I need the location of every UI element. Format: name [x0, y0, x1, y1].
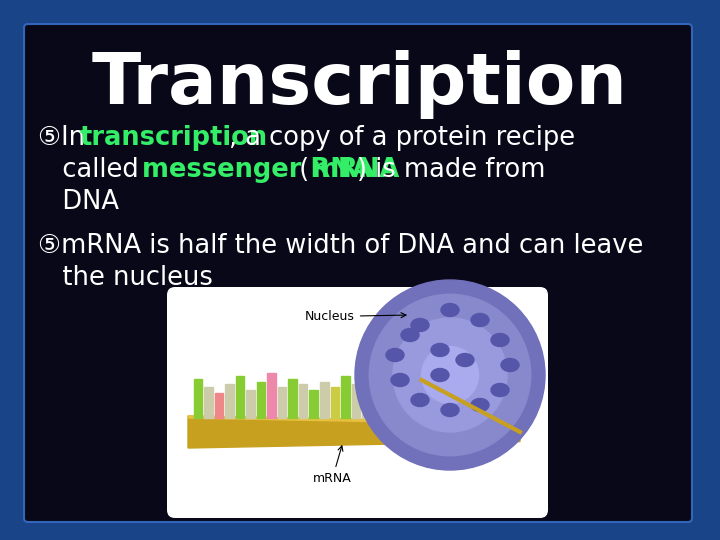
Bar [373, 382, 381, 418]
Ellipse shape [471, 399, 489, 411]
Ellipse shape [431, 368, 449, 381]
Polygon shape [188, 416, 520, 448]
Bar [341, 376, 349, 418]
Bar [194, 379, 202, 418]
Bar [257, 382, 266, 418]
Text: called: called [38, 157, 147, 183]
Ellipse shape [441, 303, 459, 316]
Text: ⑤In: ⑤In [38, 125, 94, 151]
Ellipse shape [491, 334, 509, 347]
Text: , a copy of a protein recipe: , a copy of a protein recipe [228, 125, 575, 151]
Text: mRNA: mRNA [312, 157, 400, 183]
Bar [225, 384, 234, 418]
Text: Nucleus: Nucleus [305, 310, 406, 323]
Bar [415, 390, 423, 418]
Circle shape [369, 294, 531, 456]
Ellipse shape [456, 354, 474, 367]
Text: Transcription: Transcription [92, 50, 628, 119]
Bar [204, 387, 213, 418]
Bar [289, 379, 297, 418]
Ellipse shape [431, 343, 449, 356]
Ellipse shape [411, 319, 429, 332]
Bar [394, 387, 402, 418]
Ellipse shape [471, 314, 489, 327]
Text: the nucleus: the nucleus [38, 265, 213, 291]
Bar [404, 384, 413, 418]
Bar [246, 390, 255, 418]
Bar [215, 393, 223, 418]
Circle shape [355, 280, 545, 470]
FancyBboxPatch shape [167, 287, 548, 518]
Bar [267, 373, 276, 418]
Text: (: ( [291, 157, 309, 183]
Bar [310, 390, 318, 418]
Bar [383, 379, 392, 418]
Ellipse shape [501, 359, 519, 372]
Text: mRNA: mRNA [313, 446, 352, 485]
Polygon shape [188, 416, 520, 424]
Ellipse shape [411, 394, 429, 407]
Bar [320, 382, 328, 418]
FancyBboxPatch shape [24, 24, 692, 522]
Text: DNA: DNA [38, 189, 119, 215]
Text: messenger RNA: messenger RNA [142, 157, 372, 183]
Ellipse shape [441, 403, 459, 416]
Bar [299, 384, 307, 418]
Circle shape [421, 347, 479, 403]
Bar [330, 387, 339, 418]
Ellipse shape [391, 374, 409, 387]
Bar [278, 387, 287, 418]
Text: ⑤mRNA is half the width of DNA and can leave: ⑤mRNA is half the width of DNA and can l… [38, 233, 644, 259]
Ellipse shape [386, 348, 404, 361]
Circle shape [393, 318, 507, 432]
Bar [362, 390, 371, 418]
Bar [236, 376, 244, 418]
Text: ) is made from: ) is made from [357, 157, 546, 183]
Bar [426, 382, 433, 418]
Bar [351, 384, 360, 418]
Bar [436, 384, 444, 418]
Ellipse shape [401, 328, 419, 341]
Ellipse shape [491, 383, 509, 396]
Text: transcription: transcription [79, 125, 268, 151]
